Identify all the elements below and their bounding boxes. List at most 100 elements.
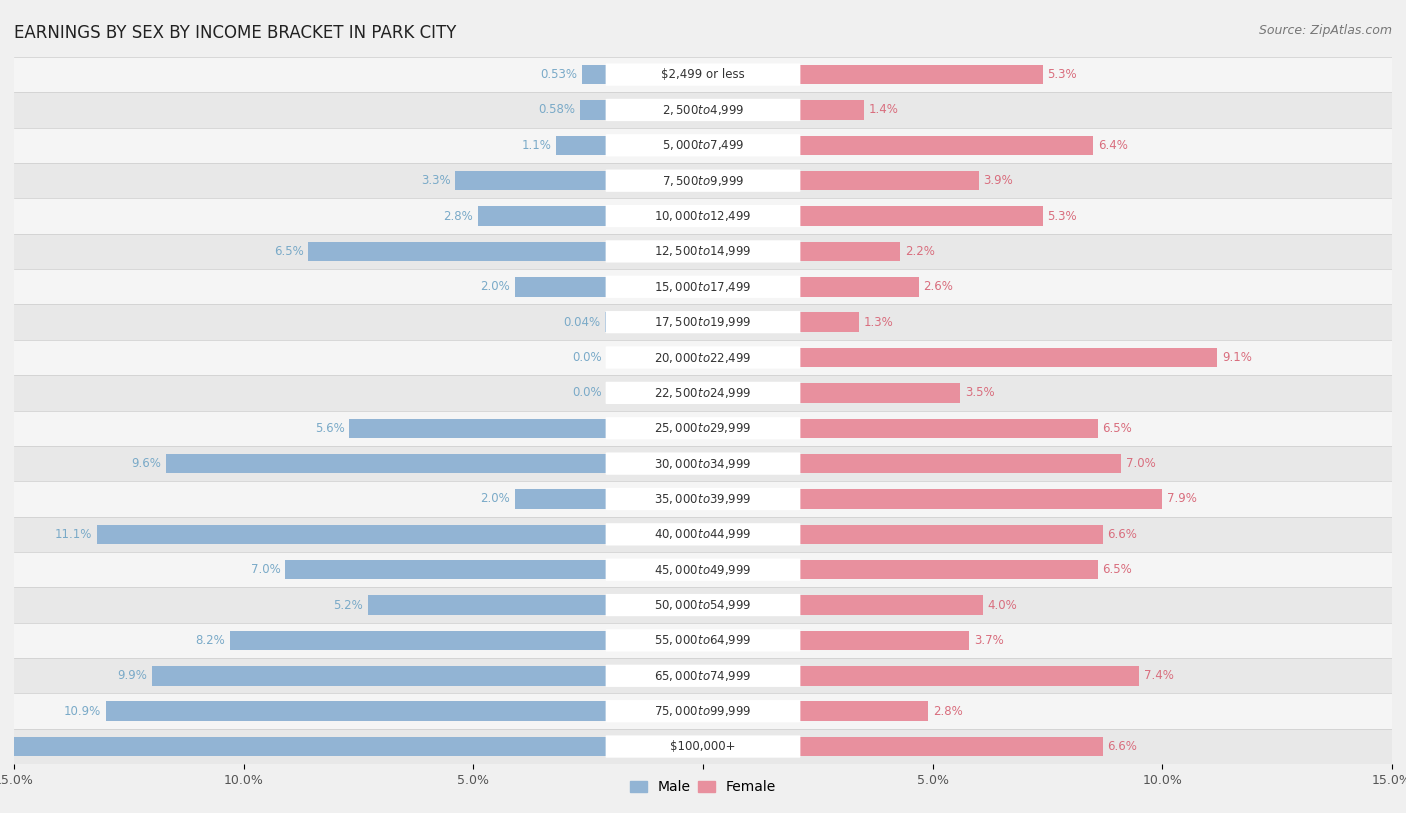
- Bar: [582, 65, 606, 85]
- Bar: [800, 171, 979, 190]
- FancyBboxPatch shape: [606, 241, 800, 263]
- Text: 3.3%: 3.3%: [420, 174, 450, 187]
- Text: 6.5%: 6.5%: [1102, 422, 1132, 435]
- Bar: [14, 693, 1392, 729]
- FancyBboxPatch shape: [606, 276, 800, 298]
- Bar: [14, 446, 1392, 481]
- Bar: [97, 524, 606, 544]
- Bar: [800, 524, 1102, 544]
- Text: 4.0%: 4.0%: [988, 598, 1018, 611]
- FancyBboxPatch shape: [606, 453, 800, 475]
- Text: $17,500 to $19,999: $17,500 to $19,999: [654, 315, 752, 329]
- Bar: [14, 481, 1392, 517]
- Bar: [14, 411, 1392, 446]
- Bar: [349, 419, 606, 438]
- Text: $55,000 to $64,999: $55,000 to $64,999: [654, 633, 752, 647]
- Text: $7,500 to $9,999: $7,500 to $9,999: [662, 174, 744, 188]
- Text: 11.1%: 11.1%: [55, 528, 93, 541]
- Bar: [555, 136, 606, 155]
- Bar: [14, 128, 1392, 163]
- Text: 6.4%: 6.4%: [1098, 139, 1128, 152]
- Text: 7.0%: 7.0%: [250, 563, 280, 576]
- Text: $25,000 to $29,999: $25,000 to $29,999: [654, 421, 752, 435]
- Bar: [166, 454, 606, 473]
- Bar: [800, 241, 900, 261]
- Text: 2.0%: 2.0%: [481, 493, 510, 506]
- Bar: [0, 737, 606, 756]
- Bar: [800, 383, 960, 402]
- Bar: [800, 666, 1139, 685]
- Bar: [800, 419, 1098, 438]
- Bar: [14, 376, 1392, 411]
- Bar: [14, 623, 1392, 659]
- Bar: [14, 552, 1392, 587]
- Text: 2.6%: 2.6%: [924, 280, 953, 293]
- FancyBboxPatch shape: [606, 665, 800, 687]
- Text: $10,000 to $12,499: $10,000 to $12,499: [654, 209, 752, 223]
- FancyBboxPatch shape: [606, 629, 800, 651]
- Text: 3.7%: 3.7%: [974, 634, 1004, 647]
- Text: EARNINGS BY SEX BY INCOME BRACKET IN PARK CITY: EARNINGS BY SEX BY INCOME BRACKET IN PAR…: [14, 24, 457, 42]
- FancyBboxPatch shape: [606, 736, 800, 758]
- Text: 7.9%: 7.9%: [1167, 493, 1197, 506]
- Text: 2.2%: 2.2%: [905, 245, 935, 258]
- Bar: [800, 207, 1043, 226]
- Bar: [800, 312, 859, 332]
- FancyBboxPatch shape: [606, 700, 800, 722]
- Bar: [515, 277, 606, 297]
- Bar: [14, 659, 1392, 693]
- Bar: [14, 340, 1392, 375]
- Bar: [515, 489, 606, 509]
- Text: 1.1%: 1.1%: [522, 139, 551, 152]
- FancyBboxPatch shape: [606, 417, 800, 439]
- Text: 6.6%: 6.6%: [1107, 740, 1137, 753]
- Bar: [231, 631, 606, 650]
- Text: 0.0%: 0.0%: [572, 351, 602, 364]
- Bar: [14, 163, 1392, 198]
- Text: 2.8%: 2.8%: [444, 210, 474, 223]
- FancyBboxPatch shape: [606, 205, 800, 227]
- Text: $65,000 to $74,999: $65,000 to $74,999: [654, 669, 752, 683]
- Text: 1.3%: 1.3%: [863, 315, 893, 328]
- Text: 3.9%: 3.9%: [983, 174, 1012, 187]
- Text: 0.04%: 0.04%: [562, 315, 600, 328]
- Text: 2.0%: 2.0%: [481, 280, 510, 293]
- Text: $5,000 to $7,499: $5,000 to $7,499: [662, 138, 744, 152]
- Bar: [800, 560, 1098, 580]
- Bar: [105, 702, 606, 721]
- Text: $40,000 to $44,999: $40,000 to $44,999: [654, 528, 752, 541]
- Bar: [800, 737, 1102, 756]
- FancyBboxPatch shape: [606, 488, 800, 510]
- Text: 0.0%: 0.0%: [572, 386, 602, 399]
- Text: 9.6%: 9.6%: [131, 457, 162, 470]
- Bar: [605, 312, 606, 332]
- Text: 6.6%: 6.6%: [1107, 528, 1137, 541]
- Text: 5.2%: 5.2%: [333, 598, 363, 611]
- Bar: [14, 587, 1392, 623]
- FancyBboxPatch shape: [606, 311, 800, 333]
- Bar: [456, 171, 606, 190]
- Legend: Male, Female: Male, Female: [624, 775, 782, 800]
- Bar: [14, 729, 1392, 764]
- Text: 6.5%: 6.5%: [274, 245, 304, 258]
- Text: 9.1%: 9.1%: [1222, 351, 1251, 364]
- FancyBboxPatch shape: [606, 99, 800, 121]
- Text: 0.53%: 0.53%: [541, 68, 578, 81]
- FancyBboxPatch shape: [606, 346, 800, 368]
- Bar: [285, 560, 606, 580]
- Bar: [14, 198, 1392, 234]
- Text: $22,500 to $24,999: $22,500 to $24,999: [654, 386, 752, 400]
- Bar: [14, 233, 1392, 269]
- Bar: [308, 241, 606, 261]
- Text: $12,500 to $14,999: $12,500 to $14,999: [654, 245, 752, 259]
- Bar: [14, 304, 1392, 340]
- FancyBboxPatch shape: [606, 559, 800, 580]
- Bar: [800, 65, 1043, 85]
- Text: 3.5%: 3.5%: [965, 386, 994, 399]
- Bar: [800, 277, 920, 297]
- Bar: [800, 348, 1218, 367]
- Bar: [14, 57, 1392, 92]
- Text: 0.58%: 0.58%: [538, 103, 575, 116]
- Bar: [579, 100, 606, 120]
- Text: 1.4%: 1.4%: [869, 103, 898, 116]
